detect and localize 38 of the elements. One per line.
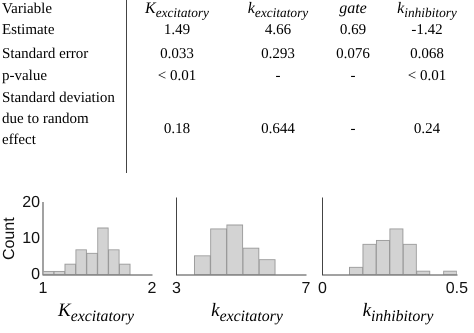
x-tick-label: 0 — [318, 280, 327, 297]
x-axis-title: k$_{inhibitory}$ — [362, 300, 434, 326]
text: 0.293 — [261, 46, 295, 62]
y-axis-title: Count — [1, 216, 18, 260]
category-label: k$_{excitatory}$ — [246, 0, 310, 22]
category-label: Standard deviation due to random effect — [2, 90, 115, 148]
x-tick-label: 7 — [302, 280, 311, 297]
text: 1.49 — [164, 22, 190, 38]
x-tick-label: 2 — [148, 280, 157, 297]
y-tick-label: 10 — [22, 230, 40, 248]
category-label: Standard error — [2, 46, 88, 62]
text: - — [350, 121, 356, 137]
x-axis-title: K$_{excitatory}$ — [56, 300, 135, 326]
category-label: p-value — [2, 68, 47, 84]
text: 0.033 — [160, 46, 194, 62]
x-tick-label: 1 — [38, 280, 48, 297]
text: < 0.01 — [158, 68, 196, 84]
x-axis-title: k$_{excitatory}$ — [210, 300, 284, 326]
text: 0.644 — [261, 121, 295, 137]
category-label: k$_{inhibitory}$ — [396, 0, 458, 22]
text: 0.068 — [410, 46, 444, 62]
text: 0.076 — [336, 46, 370, 62]
y-tick-label: 20 — [22, 194, 40, 212]
y-tick-label: 0 — [31, 266, 40, 284]
category-label: gate — [339, 0, 367, 17]
x-tick-label: 3 — [172, 280, 181, 297]
text: 0.69 — [340, 22, 366, 38]
category-label: Estimate — [2, 22, 54, 38]
text: -1.42 — [411, 22, 443, 38]
text: 0.18 — [164, 121, 190, 137]
text: 0.24 — [414, 121, 440, 137]
text: - — [276, 68, 280, 84]
text: - — [350, 68, 356, 84]
text: 4.66 — [264, 22, 292, 38]
category-label: Variable — [2, 0, 52, 18]
category-label: K$_{excitatory}$ — [144, 0, 210, 22]
x-tick-label: 0.5 — [446, 280, 468, 297]
text: < 0.01 — [408, 68, 446, 84]
